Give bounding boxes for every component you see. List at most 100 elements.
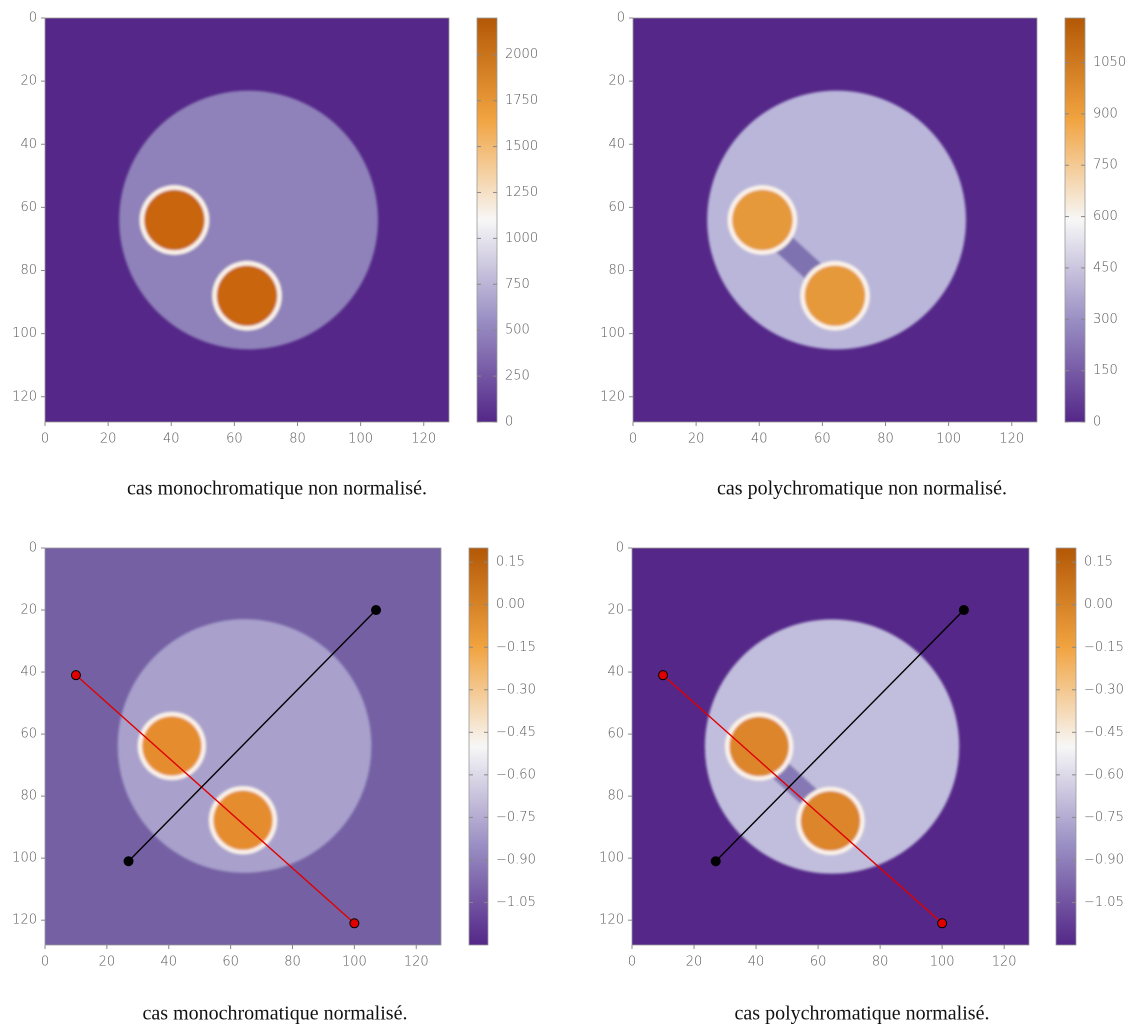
colorbar-tick-label: 0: [505, 415, 513, 430]
phantom-disk: [119, 90, 378, 350]
caption: cas polychromatique non normalisé.: [717, 478, 1007, 500]
colorbar-tick-label: 500: [505, 323, 530, 338]
colorbar: [1064, 17, 1086, 423]
colorbar-tick-label: −0.60: [496, 767, 536, 782]
y-tick-label: 80: [20, 789, 37, 804]
colorbar-tick-label: 0: [1093, 415, 1101, 430]
line-endpoint: [958, 605, 969, 616]
inclusion: [142, 716, 202, 776]
colorbar-tick-label: 1050: [1093, 55, 1126, 70]
caption: cas monochromatique normalisé.: [143, 1003, 408, 1025]
x-tick-label: 20: [99, 955, 116, 970]
colorbar-tick-label: 750: [1093, 158, 1118, 173]
colorbar-tick-label: −0.30: [496, 682, 536, 697]
profile-line: [128, 609, 377, 862]
y-tick-label: 40: [20, 137, 37, 152]
y-tick-label: 100: [12, 851, 37, 866]
image-frame: [631, 547, 1030, 946]
y-tick-label: 0: [29, 541, 37, 556]
colorbar-tick-label: −0.60: [1084, 767, 1124, 782]
x-tick-label: 100: [348, 432, 373, 447]
x-tick-label: 80: [877, 432, 894, 447]
x-tick-label: 20: [688, 432, 705, 447]
y-tick-label: 0: [29, 11, 37, 26]
phantom: [707, 90, 966, 350]
phantom: [119, 90, 378, 350]
profile-line: [715, 609, 965, 862]
inclusion: [144, 189, 205, 251]
colorbar-tick-label: 150: [1093, 363, 1118, 378]
colorbar-tick-label: −0.90: [496, 852, 536, 867]
phantom-disk: [117, 619, 372, 873]
colorbar-tick-label: 300: [1093, 312, 1118, 327]
colorbar-tick-label: 1500: [505, 139, 538, 154]
image-frame: [44, 547, 442, 946]
x-tick-label: 40: [163, 432, 180, 447]
colorbar-tick-label: 750: [505, 277, 530, 292]
x-tick-label: 100: [930, 955, 955, 970]
x-tick-label: 120: [992, 955, 1017, 970]
line-endpoint: [710, 856, 721, 867]
inclusion: [213, 790, 273, 850]
y-tick-label: 120: [599, 913, 624, 928]
inclusion: [729, 716, 789, 777]
colorbar-tick-label: 0.00: [1084, 597, 1113, 612]
x-tick-label: 0: [41, 955, 49, 970]
phantom: [117, 619, 372, 873]
y-tick-label: 20: [608, 74, 625, 89]
caption: cas monochromatique non normalisé.: [127, 478, 427, 500]
line-endpoint: [937, 918, 948, 929]
x-tick-label: 60: [810, 955, 827, 970]
x-tick-label: 40: [160, 955, 177, 970]
colorbar: [468, 547, 489, 946]
colorbar: [1055, 547, 1077, 946]
y-tick-label: 0: [617, 11, 625, 26]
colorbar-tick-label: −0.15: [1084, 640, 1124, 655]
x-tick-label: 120: [404, 955, 429, 970]
phantom-disk: [707, 90, 966, 350]
line-endpoint: [70, 670, 81, 681]
colorbar-tick-label: −0.90: [1084, 852, 1124, 867]
y-tick-label: 40: [607, 665, 624, 680]
y-tick-label: 100: [599, 851, 624, 866]
x-tick-label: 100: [342, 955, 367, 970]
x-tick-label: 20: [686, 955, 703, 970]
line-endpoint: [371, 605, 382, 616]
y-tick-label: 60: [607, 727, 624, 742]
y-tick-label: 80: [608, 263, 625, 278]
colorbar-tick-label: −0.75: [496, 810, 536, 825]
profile-line: [662, 674, 943, 924]
colorbar-tick-label: 0.15: [1084, 555, 1113, 570]
colorbar: [476, 17, 498, 423]
x-tick-label: 20: [100, 432, 117, 447]
x-tick-label: 60: [814, 432, 831, 447]
image-frame: [44, 17, 450, 423]
y-tick-label: 60: [608, 200, 625, 215]
y-tick-label: 120: [600, 389, 625, 404]
phantom-disk: [704, 619, 960, 874]
colorbar-tick-label: −0.15: [496, 640, 536, 655]
colorbar-tick-label: 1250: [505, 185, 538, 200]
inclusion: [216, 265, 278, 327]
caption: cas polychromatique normalisé.: [735, 1003, 990, 1025]
y-tick-label: 40: [608, 137, 625, 152]
y-tick-label: 120: [12, 913, 37, 928]
x-tick-label: 120: [411, 432, 436, 447]
x-tick-label: 80: [872, 955, 889, 970]
y-tick-label: 20: [20, 603, 37, 618]
y-tick-label: 20: [607, 603, 624, 618]
colorbar-tick-label: 450: [1093, 260, 1118, 275]
x-tick-label: 60: [226, 432, 243, 447]
inclusion: [800, 791, 861, 851]
y-tick-label: 80: [607, 789, 624, 804]
colorbar-tick-label: 0.15: [496, 555, 525, 570]
image-frame: [632, 17, 1038, 423]
colorbar-tick-label: −1.05: [496, 895, 536, 910]
x-tick-label: 100: [936, 432, 961, 447]
x-tick-label: 0: [629, 432, 637, 447]
x-tick-label: 60: [222, 955, 239, 970]
y-tick-label: 80: [20, 263, 37, 278]
x-tick-label: 40: [748, 955, 765, 970]
colorbar-tick-label: −0.30: [1084, 682, 1124, 697]
x-tick-label: 40: [751, 432, 768, 447]
